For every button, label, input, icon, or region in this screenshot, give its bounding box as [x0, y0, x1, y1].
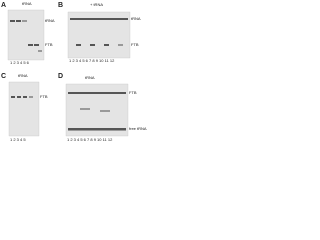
band — [17, 96, 21, 98]
band — [16, 20, 21, 22]
panel-d: D tRNA FTB free tRNA 1 2 3 4 5 6 7 8 9 1… — [58, 73, 147, 142]
band — [11, 96, 15, 98]
band-label: free tRNA — [129, 126, 147, 131]
band-label: FTB — [40, 94, 48, 99]
panel-header: tRNA — [85, 75, 95, 80]
lane-numbers: 1 2 3 4 5 6 — [10, 60, 30, 65]
band — [104, 44, 109, 46]
panel-letter: B — [58, 2, 63, 9]
lane-numbers: 1 2 3 4 5 — [10, 137, 26, 142]
band — [80, 108, 90, 110]
band — [28, 44, 33, 46]
panel-letter: C — [1, 73, 6, 80]
panel-a: A tRNA tRNA FTB 1 2 3 4 5 6 — [1, 1, 55, 65]
band — [68, 92, 126, 94]
band-label: FTB — [129, 90, 137, 95]
panel-letter: A — [1, 2, 6, 9]
band-label: tRNA — [131, 16, 141, 21]
panel-c: C tRNA FTB 1 2 3 4 5 — [1, 73, 48, 142]
panel-letter: D — [58, 73, 63, 80]
band — [34, 44, 39, 46]
band — [100, 110, 110, 112]
panel-header: tRNA — [18, 73, 28, 78]
band-label: FTB — [131, 42, 139, 47]
band — [68, 128, 126, 131]
band — [90, 44, 95, 46]
figure: A tRNA tRNA FTB 1 2 3 4 5 6 B + tRNA tRN… — [1, 1, 147, 142]
panel-header: + tRNA — [90, 2, 103, 7]
band — [76, 44, 81, 46]
band — [118, 44, 123, 46]
gel — [8, 81, 40, 137]
band — [38, 50, 42, 52]
lane-numbers: 1 2 3 4 5 6 7 8 9 10 11 12 — [67, 137, 113, 142]
band — [10, 20, 15, 22]
band — [23, 96, 27, 98]
band — [29, 96, 33, 98]
band — [22, 20, 27, 22]
band-label: FTB — [45, 42, 53, 47]
lane-numbers: 1 2 3 4 5 6 7 8 9 10 11 12 — [69, 58, 115, 63]
gel — [7, 9, 45, 61]
panel-b: B + tRNA tRNA FTB 1 2 3 4 5 6 7 8 9 10 1… — [58, 2, 141, 63]
band-label: tRNA — [45, 18, 55, 23]
panel-header: tRNA — [22, 1, 32, 6]
band — [70, 18, 128, 20]
